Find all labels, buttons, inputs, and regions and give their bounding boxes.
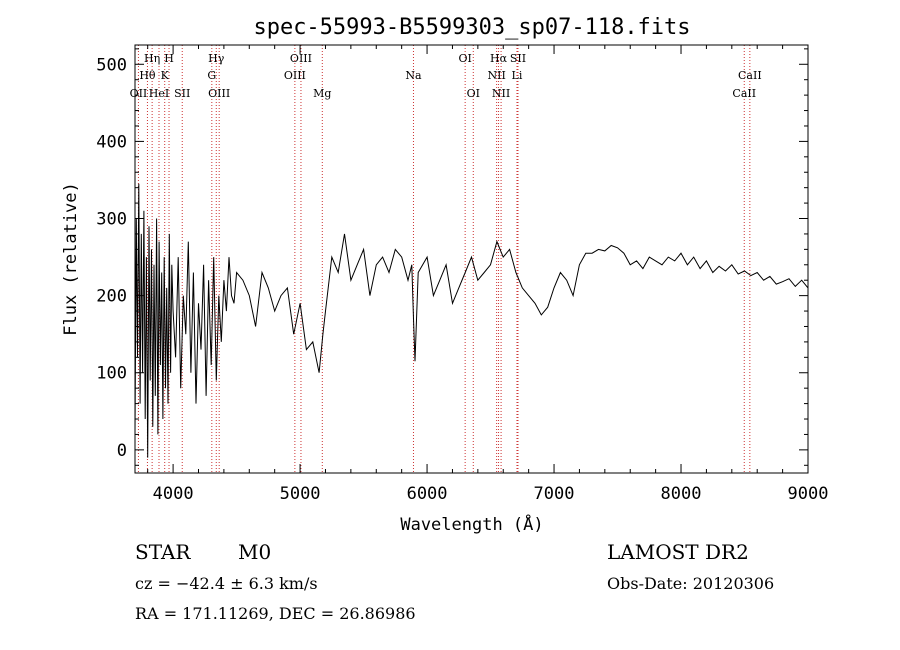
subclass: M0 xyxy=(238,540,272,564)
line-label: OI xyxy=(458,52,471,65)
x-tick-label: 5000 xyxy=(280,484,321,504)
line-label-layer: OII Hθ Hη HeI KH SII Hγ G OIII OIII OIII Mg Na OI OI Hα… xyxy=(130,52,762,100)
x-tick-label: 4000 xyxy=(153,484,194,504)
line-label: OIII xyxy=(290,52,312,65)
plot-frame xyxy=(134,44,809,474)
line-label: NII xyxy=(487,69,505,82)
coordinates-text: RA = 171.11269, DEC = 26.86986 xyxy=(135,604,416,623)
line-label: Mg xyxy=(313,87,331,100)
y-tick-label: 500 xyxy=(96,55,127,75)
y-tick-label: 200 xyxy=(96,287,127,307)
object-class: STAR xyxy=(135,540,191,564)
x-axis-label: Wavelength (Å) xyxy=(400,513,543,535)
y-tick-label: 0 xyxy=(117,441,127,461)
line-label: OIII xyxy=(284,69,306,82)
redshift-text: cz = −42.4 ± 6.3 km/s xyxy=(135,574,318,593)
line-label: Hη xyxy=(144,52,160,65)
x-tick-label: 9000 xyxy=(788,484,829,504)
x-tick-label: 6000 xyxy=(407,484,448,504)
y-tick-label: 400 xyxy=(96,132,127,152)
line-marker-layer xyxy=(137,45,751,473)
observation-date: Obs-Date: 20120306 xyxy=(607,574,775,593)
chart-title: spec-55993-B5599303_sp07-118.fits xyxy=(253,15,690,40)
line-label: CaII xyxy=(732,87,756,100)
survey-name: LAMOST DR2 xyxy=(607,540,749,564)
y-tick-label: 100 xyxy=(96,364,127,384)
y-tick-label: 300 xyxy=(96,210,127,230)
x-tick-label: 8000 xyxy=(661,484,702,504)
line-label: Li xyxy=(512,69,523,82)
y-axis-label: Flux (relative) xyxy=(61,182,81,336)
line-label: SII xyxy=(510,52,526,65)
line-label: Hγ xyxy=(208,52,225,65)
axis-ticks: 4000 5000 6000 7000 8000 9000 0 100 200 300 400 500 xyxy=(96,45,828,504)
line-label: K xyxy=(161,69,170,82)
line-label: Hα xyxy=(490,52,508,65)
line-label: OII xyxy=(130,87,148,100)
line-label: G xyxy=(207,69,216,82)
line-label: Hθ xyxy=(139,69,156,82)
line-label: OIII xyxy=(208,87,230,100)
line-label: OI xyxy=(467,87,480,100)
line-label: H xyxy=(164,52,174,65)
line-label: SII xyxy=(174,87,190,100)
line-label: NII xyxy=(492,87,510,100)
line-label: Na xyxy=(405,69,422,82)
line-label: CaII xyxy=(738,69,762,82)
line-label: HeI xyxy=(149,87,169,100)
x-tick-label: 7000 xyxy=(534,484,575,504)
spectrum-line xyxy=(134,183,809,458)
